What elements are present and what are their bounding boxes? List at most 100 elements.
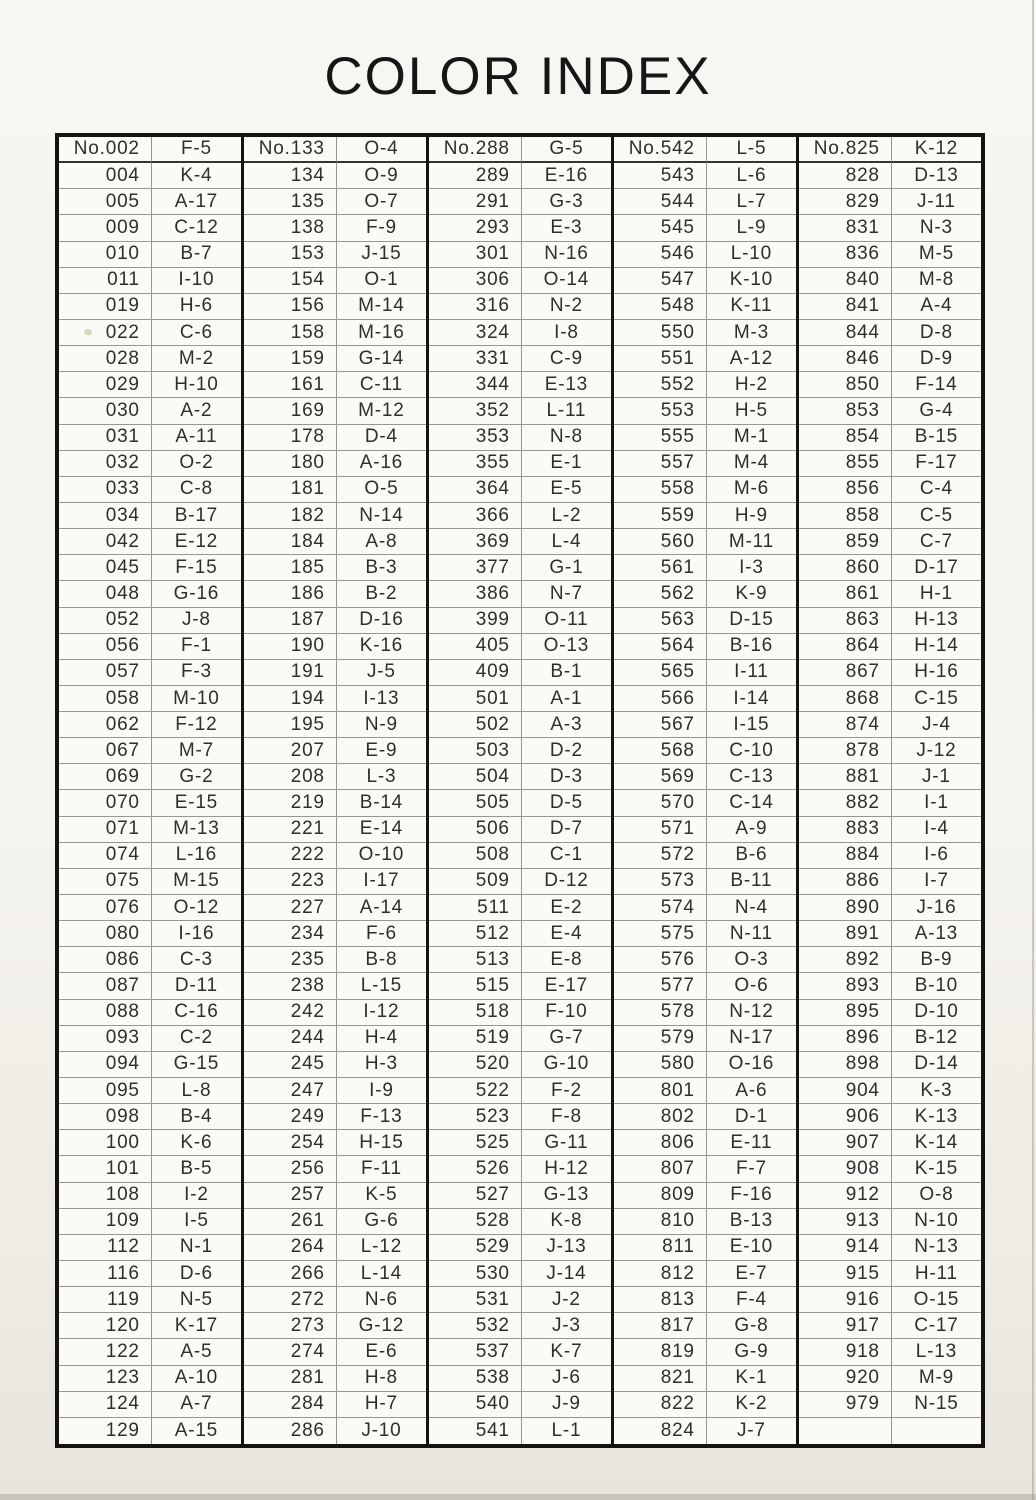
color-code-cell: L-1 bbox=[551, 1419, 582, 1441]
number-cell: 817 bbox=[614, 1313, 707, 1340]
number-cell: 098 bbox=[59, 1104, 152, 1131]
color-code-cell: M-12 bbox=[336, 398, 426, 425]
number-cell: 530 bbox=[429, 1261, 522, 1288]
color-code-cell: K-12 bbox=[891, 137, 981, 164]
number-cell: 101 bbox=[59, 1156, 152, 1183]
number-cell: 355 bbox=[429, 450, 522, 477]
color-code-cell: N-8 bbox=[521, 425, 611, 451]
number-cell: 071 bbox=[59, 816, 152, 843]
number-cell: 195 bbox=[244, 712, 337, 739]
color-code-cell: L-13 bbox=[891, 1339, 981, 1366]
color-code-cell: F-14 bbox=[891, 372, 981, 399]
color-code-cell: N-7 bbox=[521, 581, 611, 608]
number-cell: 541 bbox=[429, 1417, 522, 1444]
color-code-cell: I-13 bbox=[336, 686, 426, 713]
number-cell: 576 bbox=[614, 947, 707, 974]
color-code-cell: O-4 bbox=[336, 137, 426, 164]
number-cell: 261 bbox=[244, 1208, 337, 1235]
number-cell: 505 bbox=[429, 790, 522, 817]
color-code-cell: F-3 bbox=[151, 660, 241, 686]
color-code-cell: J-10 bbox=[361, 1419, 402, 1441]
color-code-cell: G-14 bbox=[336, 346, 426, 373]
color-code-cell: E-15 bbox=[151, 790, 241, 817]
color-code-cell: M-15 bbox=[151, 869, 241, 896]
number-cell: 075 bbox=[59, 868, 152, 896]
color-code-cell: L-10 bbox=[706, 242, 796, 268]
number-cell: 802 bbox=[614, 1104, 707, 1131]
color-code-cell: O-8 bbox=[891, 1183, 981, 1209]
number-cell: 545 bbox=[614, 215, 707, 242]
number-cell: 247 bbox=[244, 1078, 337, 1105]
color-code-cell: I-14 bbox=[706, 686, 796, 713]
number-cell: 235 bbox=[244, 947, 337, 974]
number-cell: 194 bbox=[244, 685, 337, 713]
color-code-cell: B-7 bbox=[151, 242, 241, 268]
color-code-cell: M-5 bbox=[891, 242, 981, 268]
number-cell: 861 bbox=[799, 581, 892, 608]
number-cell: 033 bbox=[59, 476, 152, 503]
color-code-cell: N-3 bbox=[891, 215, 981, 242]
color-code-cell: G-1 bbox=[521, 555, 611, 582]
column-group-2: No.133 O-4 134 O-9 135 O-7 138 F-9 153 J-15 154 O-1… bbox=[244, 137, 429, 1444]
number-cell: 508 bbox=[429, 842, 522, 869]
color-code-cell: N-15 bbox=[891, 1392, 981, 1418]
color-code-cell: O-16 bbox=[706, 1052, 796, 1079]
color-code-cell: B-17 bbox=[151, 503, 241, 530]
number-cell: 543 bbox=[614, 163, 707, 190]
number-cell: 801 bbox=[614, 1078, 707, 1105]
color-code-cell: J-4 bbox=[891, 712, 981, 739]
color-code-cell: C-1 bbox=[521, 843, 611, 869]
color-code-cell: C-3 bbox=[151, 947, 241, 974]
number-cell: 087 bbox=[59, 973, 152, 1000]
number-cell: 019 bbox=[59, 293, 152, 320]
color-code-cell: D-17 bbox=[891, 555, 981, 582]
color-code-cell: H-10 bbox=[151, 372, 241, 399]
color-code-cell: F-10 bbox=[521, 1000, 611, 1026]
number-cell: 913 bbox=[799, 1208, 892, 1235]
color-code-cell: J-3 bbox=[521, 1313, 611, 1340]
color-code-cell: F-9 bbox=[336, 215, 426, 242]
color-code-cell: N-13 bbox=[891, 1235, 981, 1262]
color-code-cell: I-1 bbox=[891, 790, 981, 817]
number-cell: 513 bbox=[429, 947, 522, 974]
color-code-cell: M-11 bbox=[706, 529, 796, 556]
color-code-cell: D-6 bbox=[151, 1261, 241, 1288]
number-cell: 316 bbox=[429, 293, 522, 320]
number-cell: 004 bbox=[59, 163, 152, 190]
color-code-cell: C-7 bbox=[891, 529, 981, 556]
number-cell: 859 bbox=[799, 529, 892, 556]
number-cell: 030 bbox=[59, 398, 152, 425]
color-code-cell: J-15 bbox=[336, 242, 426, 268]
color-code-cell: I-12 bbox=[336, 1000, 426, 1026]
number-cell: 881 bbox=[799, 764, 892, 791]
number-cell: 553 bbox=[614, 398, 707, 425]
column-group-5: No.825 K-12 828 D-13 829 J-11 831 N-3 836 M-5 840 M… bbox=[799, 137, 981, 1444]
number-cell: 551 bbox=[614, 346, 707, 373]
color-code-cell: N-10 bbox=[891, 1209, 981, 1235]
number-cell: 208 bbox=[244, 764, 337, 791]
number-cell: 878 bbox=[799, 738, 892, 765]
number-cell: 331 bbox=[429, 346, 522, 373]
number-cell: 301 bbox=[429, 241, 522, 268]
color-code-cell: A-2 bbox=[151, 398, 241, 425]
color-code-cell: M-10 bbox=[151, 686, 241, 713]
number-cell: 577 bbox=[614, 973, 707, 1000]
number-cell: 076 bbox=[59, 895, 152, 922]
color-code-cell: N-9 bbox=[336, 712, 426, 739]
color-code-cell: D-14 bbox=[891, 1052, 981, 1079]
color-code-cell: B-15 bbox=[891, 425, 981, 451]
color-code-cell: D-4 bbox=[336, 425, 426, 451]
number-cell: 864 bbox=[799, 633, 892, 660]
number-cell: 908 bbox=[799, 1156, 892, 1183]
number-cell: 915 bbox=[799, 1261, 892, 1288]
number-cell: 048 bbox=[59, 581, 152, 608]
color-code-cell: E-3 bbox=[521, 215, 611, 242]
number-cell: 169 bbox=[244, 398, 337, 425]
color-code-cell: L-7 bbox=[706, 189, 796, 216]
number-cell: 223 bbox=[244, 868, 337, 896]
color-code-cell: K-6 bbox=[151, 1130, 241, 1157]
color-code-cell: I-5 bbox=[151, 1209, 241, 1235]
color-code-cell: D-9 bbox=[891, 346, 981, 373]
color-code-cell: O-7 bbox=[336, 189, 426, 216]
number-cell: 274 bbox=[244, 1339, 337, 1366]
